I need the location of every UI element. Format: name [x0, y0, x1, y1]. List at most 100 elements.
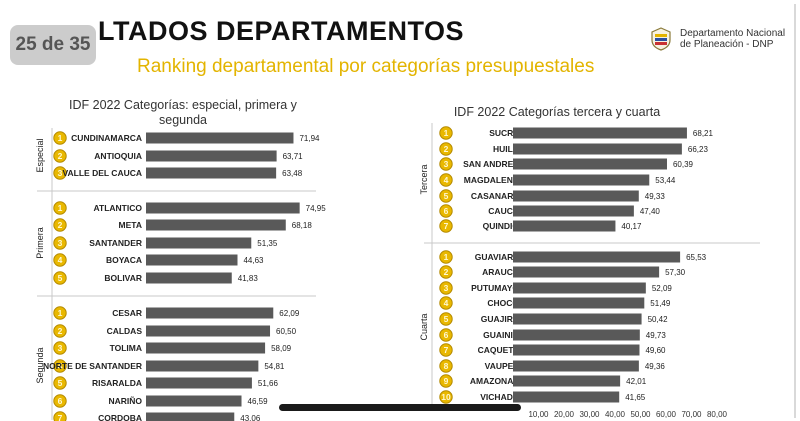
x-tick-label: 70,00 — [681, 410, 702, 419]
rank-number: 4 — [58, 361, 63, 371]
rank-medal-icon — [439, 374, 453, 388]
x-tick-label: 20,00 — [554, 410, 575, 419]
category-label: SAN ANDRES — [463, 159, 519, 169]
page-counter: 25 de 35 — [10, 25, 96, 65]
rank-medal-icon — [439, 328, 453, 342]
left-chart-title: IDF 2022 Categorías: especial, primera y… — [60, 98, 306, 128]
logo-line-2: de Planeación - DNP — [680, 39, 774, 50]
category-label: CALDAS — [107, 326, 143, 336]
bar — [513, 360, 639, 372]
rank-number: 7 — [444, 221, 449, 231]
value-label: 43,06 — [240, 414, 261, 421]
category-label: ATLANTICO — [94, 203, 143, 213]
value-label: 49,36 — [645, 362, 666, 371]
rank-medal-icon — [53, 306, 67, 320]
category-label: ARAUCA — [482, 267, 519, 277]
bar — [513, 205, 634, 217]
value-label: 51,49 — [650, 299, 671, 308]
bar — [513, 344, 640, 356]
value-label: 41,65 — [625, 393, 646, 402]
category-label: SANTANDER — [89, 238, 142, 248]
bar — [513, 143, 682, 155]
rank-number: 3 — [444, 159, 449, 169]
category-label: PUTUMAYO — [471, 283, 519, 293]
rank-medal-icon — [53, 236, 67, 250]
rank-medal-icon — [439, 312, 453, 326]
rank-medal-icon — [53, 253, 67, 267]
bar — [146, 254, 238, 266]
bar — [146, 132, 294, 144]
rank-medal-icon — [439, 250, 453, 264]
bar — [146, 377, 252, 389]
rank-medal-icon — [439, 390, 453, 404]
category-label: HUILA — [493, 144, 519, 154]
category-label: GUAVIARE — [475, 252, 520, 262]
category-label: BOLIVAR — [104, 273, 142, 283]
rank-medal-icon — [53, 149, 67, 163]
rank-number: 5 — [444, 191, 449, 201]
category-label: CESAR — [112, 308, 142, 318]
slide-frame — [4, 4, 796, 418]
category-label: CAQUETA — [478, 345, 519, 355]
horizontal-scrollbar[interactable] — [279, 404, 521, 411]
rank-medal-icon — [53, 411, 67, 421]
rank-medal-icon — [439, 204, 453, 218]
value-label: 50,42 — [648, 315, 669, 324]
rank-number: 6 — [444, 330, 449, 340]
category-label: SUCRE — [489, 128, 519, 138]
bar — [146, 237, 252, 249]
x-tick-label: 80,00 — [707, 410, 728, 419]
rank-number: 2 — [58, 151, 63, 161]
value-label: 57,30 — [665, 268, 686, 277]
rank-medal-icon — [439, 189, 453, 203]
bar — [513, 251, 681, 263]
category-label: VICHADA — [480, 392, 519, 402]
rank-number: 3 — [58, 343, 63, 353]
bar — [146, 150, 277, 162]
category-label: GUAINIA — [483, 330, 519, 340]
group-label: Cuarta — [419, 313, 429, 340]
rank-medal-icon — [53, 341, 67, 355]
rank-medal-icon — [53, 131, 67, 145]
colombia-shield-icon — [651, 27, 671, 51]
rank-medal-icon — [53, 166, 67, 180]
rank-number: 5 — [58, 273, 63, 283]
group-label: Especial — [35, 138, 45, 172]
left-chart-title-line-1: IDF 2022 Categorías: especial, primera y — [69, 98, 297, 112]
value-label: 58,09 — [271, 344, 292, 353]
bar — [513, 391, 620, 403]
rank-number: 2 — [58, 220, 63, 230]
rank-number: 6 — [444, 206, 449, 216]
rank-number: 3 — [58, 238, 63, 248]
rank-medal-icon — [439, 126, 453, 140]
category-label: CASANARE — [471, 191, 520, 201]
rank-number: 5 — [58, 378, 63, 388]
bar — [146, 202, 300, 214]
rank-medal-icon — [53, 218, 67, 232]
value-label: 53,44 — [655, 176, 676, 185]
value-label: 49,33 — [645, 192, 666, 201]
category-label: VAUPES — [485, 361, 520, 371]
category-label: QUINDIO — [483, 221, 520, 231]
category-label: CUNDINAMARCA — [71, 133, 142, 143]
x-tick-label: 40,00 — [605, 410, 626, 419]
bar — [513, 174, 650, 186]
value-label: 47,40 — [640, 207, 661, 216]
rank-medal-icon — [53, 394, 67, 408]
bar — [146, 272, 232, 284]
bar — [513, 329, 640, 341]
category-label: CHOCO — [487, 298, 519, 308]
category-label: META — [119, 220, 142, 230]
bar — [513, 266, 660, 278]
bar — [513, 375, 621, 387]
category-label: BOYACA — [106, 255, 142, 265]
rank-number: 4 — [58, 255, 63, 265]
rank-medal-icon — [53, 359, 67, 373]
bar — [513, 158, 667, 170]
value-label: 51,66 — [258, 379, 279, 388]
rank-number: 9 — [444, 376, 449, 386]
x-tick-label: 30,00 — [579, 410, 600, 419]
bar — [146, 360, 259, 372]
rank-number: 3 — [58, 168, 63, 178]
